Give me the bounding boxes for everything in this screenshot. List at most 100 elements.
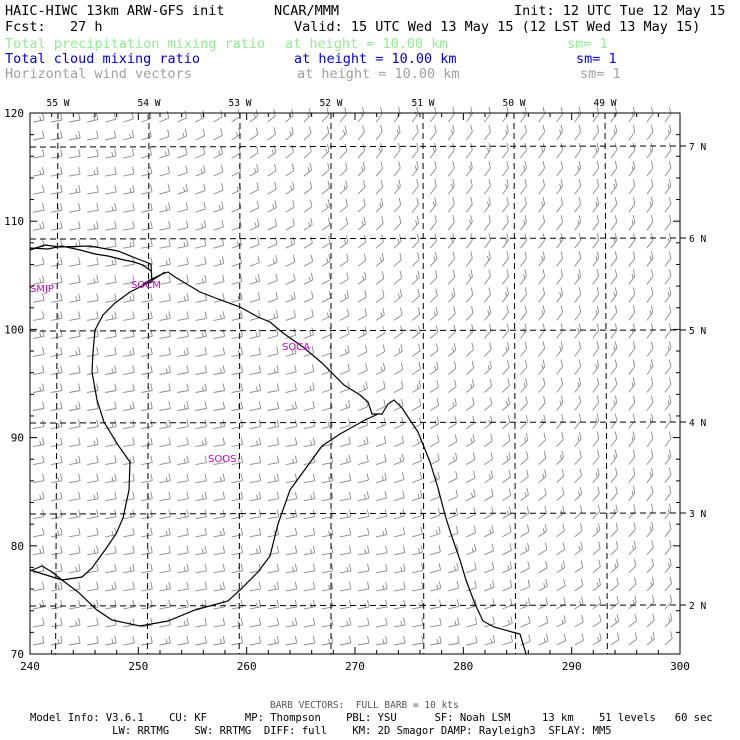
wind-barb: [484, 269, 491, 285]
wind-barb: [51, 581, 63, 592]
wind-barb: [484, 543, 495, 556]
wind-barb: [520, 542, 530, 556]
wind-barb: [303, 545, 316, 556]
wind-barb: [412, 599, 424, 610]
coastline-segment: [29, 271, 166, 581]
wind-barb: [87, 419, 99, 430]
wind-barb: [664, 215, 672, 231]
wind-barb: [411, 288, 420, 303]
wind-barb: [664, 431, 672, 447]
wind-barb: [267, 617, 280, 628]
wind-barb: [249, 219, 260, 231]
wind-barb: [123, 563, 135, 574]
wind-barb: [376, 545, 388, 556]
wind-barb: [51, 383, 63, 393]
wind-barb: [195, 365, 207, 375]
wind-barb: [105, 203, 117, 213]
wind-barb: [393, 216, 402, 231]
wind-barb: [466, 617, 478, 628]
wind-barb: [466, 360, 475, 375]
wind-barb: [195, 238, 207, 249]
wind-barb: [520, 251, 527, 267]
wind-barb: [159, 239, 171, 249]
wind-barb: [159, 220, 171, 231]
wind-barb: [159, 147, 170, 159]
wind-barb: [484, 616, 495, 628]
wind-barb: [465, 124, 473, 141]
latitude-label: 7 N: [689, 142, 706, 153]
wind-barb: [538, 505, 547, 520]
wind-barb: [141, 383, 153, 393]
wind-barb: [484, 215, 491, 231]
wind-barb: [195, 383, 207, 393]
wind-barb: [538, 179, 546, 195]
wind-barb: [375, 399, 386, 411]
wind-barb: [51, 311, 63, 321]
wind-barb: [195, 617, 207, 628]
field-precip-level: at height = 10.00 km: [285, 36, 448, 52]
wind-barb: [448, 343, 457, 357]
wind-barb: [375, 490, 387, 502]
wind-barb: [213, 365, 226, 375]
wind-barb: [502, 543, 512, 556]
wind-barb: [484, 124, 491, 141]
wind-barb: [321, 363, 333, 375]
wind-barb: [339, 473, 352, 484]
wind-barb: [321, 162, 330, 177]
wind-barb: [375, 289, 385, 303]
wind-barb: [51, 599, 63, 610]
wind-barb: [375, 326, 385, 339]
longitude-label: 52 W: [320, 98, 343, 109]
wind-barb: [69, 599, 81, 610]
wind-barb: [574, 106, 582, 123]
wind-barb: [159, 129, 170, 141]
longitude-label: 50 W: [503, 98, 526, 109]
wind-barb: [267, 200, 277, 213]
wind-barb: [664, 179, 672, 195]
wind-barb: [484, 598, 495, 610]
wind-barb: [69, 401, 81, 411]
wind-barb: [69, 545, 81, 556]
wind-barb: [520, 179, 527, 195]
wind-barb: [195, 545, 207, 556]
wind-barb: [520, 269, 527, 285]
wind-barb: [249, 599, 262, 610]
wind-barb: [592, 541, 601, 556]
wind-barb: [195, 437, 207, 448]
wind-barb: [393, 417, 404, 430]
wind-barb: [574, 486, 583, 502]
x-tick-label: 300: [670, 660, 690, 673]
wind-barb: [51, 185, 63, 195]
longitude-label: 51 W: [412, 98, 435, 109]
wind-barb: [69, 203, 81, 213]
wind-barb: [412, 471, 423, 484]
wind-barb: [465, 251, 473, 267]
wind-barb: [231, 146, 241, 159]
wind-barb: [502, 506, 512, 520]
wind-barb: [646, 359, 654, 375]
wind-barb: [556, 161, 564, 177]
wind-barb: [393, 197, 402, 213]
wind-barb: [610, 504, 618, 520]
wind-barb: [465, 106, 473, 123]
wind-barb: [141, 509, 153, 520]
wind-barb: [646, 576, 655, 592]
wind-barb: [646, 595, 655, 610]
wind-barb: [213, 581, 226, 592]
wind-barb: [321, 290, 332, 303]
wind-barb: [646, 305, 654, 321]
wind-barb: [51, 130, 63, 141]
wind-barb: [394, 545, 406, 556]
wind-barb: [484, 470, 494, 484]
wind-barb: [105, 130, 117, 141]
wind-barb: [502, 415, 511, 429]
wind-barb: [32, 527, 45, 538]
y-tick-label: 120: [4, 107, 24, 120]
wind-barb: [285, 346, 297, 357]
wind-barb: [141, 184, 153, 195]
wind-barb: [375, 454, 387, 466]
model-info-line2: LW: RRTMG SW: RRTMG DIFF: full KM: 2D Sm…: [30, 725, 612, 737]
wind-barb: [51, 275, 63, 285]
wind-barb: [177, 110, 188, 123]
wind-barb: [159, 419, 171, 430]
